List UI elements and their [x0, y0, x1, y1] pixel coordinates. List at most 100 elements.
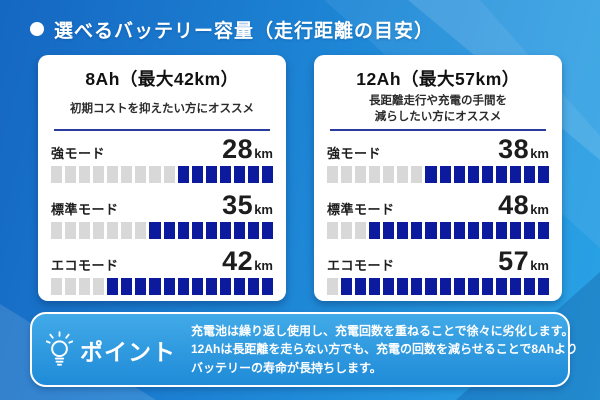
bar-segment-empty — [327, 278, 339, 295]
bar-segment-filled — [383, 278, 395, 295]
mode-label: 標準モード — [51, 202, 119, 217]
bar-segment-filled — [537, 278, 549, 295]
range-value: 48km — [498, 190, 549, 221]
bar-segment-filled — [369, 278, 381, 295]
range-unit: km — [254, 146, 273, 161]
bar-segment-filled — [467, 222, 479, 239]
bar-segment-filled — [453, 222, 465, 239]
mode-label: 強モード — [51, 146, 106, 161]
range-unit: km — [254, 258, 273, 273]
range-number: 28 — [222, 134, 254, 164]
range-number: 38 — [498, 134, 530, 164]
mode-row-header: 強モード 38km — [327, 134, 549, 165]
bar-segment-empty — [369, 166, 381, 183]
bar-segment-filled — [411, 278, 423, 295]
bar-segment-filled — [149, 278, 161, 295]
bar-segment-empty — [135, 222, 147, 239]
range-bar — [327, 278, 549, 295]
mode-row-header: 標準モード 48km — [327, 190, 549, 221]
bar-segment-filled — [495, 278, 507, 295]
battery-card-12ah: 12Ah（最大57km） 長距離走行や充電の手間を 減らしたい方にオススメ 強モード 3… — [314, 55, 562, 301]
bar-segment-empty — [327, 222, 339, 239]
bar-segment-filled — [191, 222, 203, 239]
bar-segment-filled — [425, 222, 437, 239]
bar-segment-filled — [205, 278, 217, 295]
range-value: 35km — [222, 190, 273, 221]
bar-segment-filled — [177, 222, 189, 239]
bar-segment-filled — [467, 278, 479, 295]
range-number: 35 — [222, 190, 254, 220]
bar-segment-filled — [495, 222, 507, 239]
bar-segment-filled — [261, 278, 273, 295]
bar-segment-filled — [121, 278, 133, 295]
bar-segment-filled — [191, 166, 203, 183]
bar-segment-filled — [219, 222, 231, 239]
range-bar — [51, 278, 273, 295]
range-value: 42km — [222, 246, 273, 277]
bar-segment-empty — [79, 278, 91, 295]
point-text-line-2: 12Ahは長距離を走らない方でも、充電の回数を減らせることで8Ahより — [191, 342, 578, 357]
page-header: 選べるバッテリー容量（走行距離の目安） — [30, 14, 434, 44]
point-text-line-1: 充電池は繰り返し使用し、充電回数を重ねることで徐々に劣化します。 — [191, 323, 574, 338]
bar-segment-empty — [51, 166, 63, 183]
bar-segment-empty — [397, 166, 409, 183]
range-unit: km — [530, 202, 549, 217]
bar-segment-filled — [177, 278, 189, 295]
bar-segment-filled — [135, 278, 147, 295]
bar-segment-empty — [327, 166, 339, 183]
bar-segment-empty — [93, 166, 105, 183]
mode-row: 標準モード 35km — [51, 188, 273, 244]
bar-segment-filled — [537, 166, 549, 183]
range-unit: km — [530, 146, 549, 161]
mode-row-header: 強モード 28km — [51, 134, 273, 165]
card-subtitle-8ah: 初期コストを抑えたい方にオススメ — [38, 91, 286, 129]
point-text: 充電池は繰り返し使用し、充電回数を重ねることで徐々に劣化します。 12Ahは長距… — [191, 322, 578, 378]
bar-segment-empty — [135, 166, 147, 183]
mode-rows: 強モード 28km 標準モード 35km エコモード 42km — [38, 131, 286, 300]
mode-label: 強モード — [327, 146, 382, 161]
bar-segment-filled — [397, 222, 409, 239]
bar-segment-filled — [509, 166, 521, 183]
bar-segment-empty — [341, 222, 353, 239]
bar-segment-filled — [537, 222, 549, 239]
card-divider — [54, 129, 270, 131]
range-number: 48 — [498, 190, 530, 220]
bar-segment-filled — [453, 278, 465, 295]
bar-segment-empty — [79, 166, 91, 183]
bar-segment-filled — [439, 278, 451, 295]
range-value: 38km — [498, 134, 549, 165]
bar-segment-filled — [219, 166, 231, 183]
bar-segment-filled — [205, 222, 217, 239]
mode-row-header: 標準モード 35km — [51, 190, 273, 221]
bar-segment-filled — [233, 166, 245, 183]
bar-segment-empty — [341, 166, 353, 183]
bar-segment-filled — [397, 278, 409, 295]
bar-segment-empty — [121, 222, 133, 239]
card-title-8ah: 8Ah（最大42km） — [85, 69, 239, 89]
point-label: ポイント — [80, 338, 176, 365]
mode-row: 強モード 38km — [327, 132, 549, 188]
mode-label: 標準モード — [327, 202, 395, 217]
bar-segment-filled — [261, 222, 273, 239]
range-bar — [51, 166, 273, 183]
bar-segment-filled — [481, 278, 493, 295]
point-header: ポイント — [46, 330, 176, 369]
bar-segment-filled — [341, 278, 353, 295]
bar-segment-filled — [467, 166, 479, 183]
range-unit: km — [530, 258, 549, 273]
bar-segment-filled — [163, 222, 175, 239]
bar-segment-filled — [425, 166, 437, 183]
bar-segment-filled — [247, 166, 259, 183]
bar-segment-filled — [523, 222, 535, 239]
bar-segment-empty — [383, 166, 395, 183]
circle-bullet-icon — [30, 22, 44, 36]
range-number: 42 — [222, 246, 254, 276]
bar-segment-filled — [523, 278, 535, 295]
bar-segment-filled — [219, 278, 231, 295]
battery-card-8ah: 8Ah（最大42km） 初期コストを抑えたい方にオススメ 強モード 28km 標準モード… — [38, 55, 286, 301]
mode-row: 強モード 28km — [51, 132, 273, 188]
bar-segment-empty — [121, 166, 133, 183]
bar-segment-filled — [261, 166, 273, 183]
range-number: 57 — [498, 246, 530, 276]
